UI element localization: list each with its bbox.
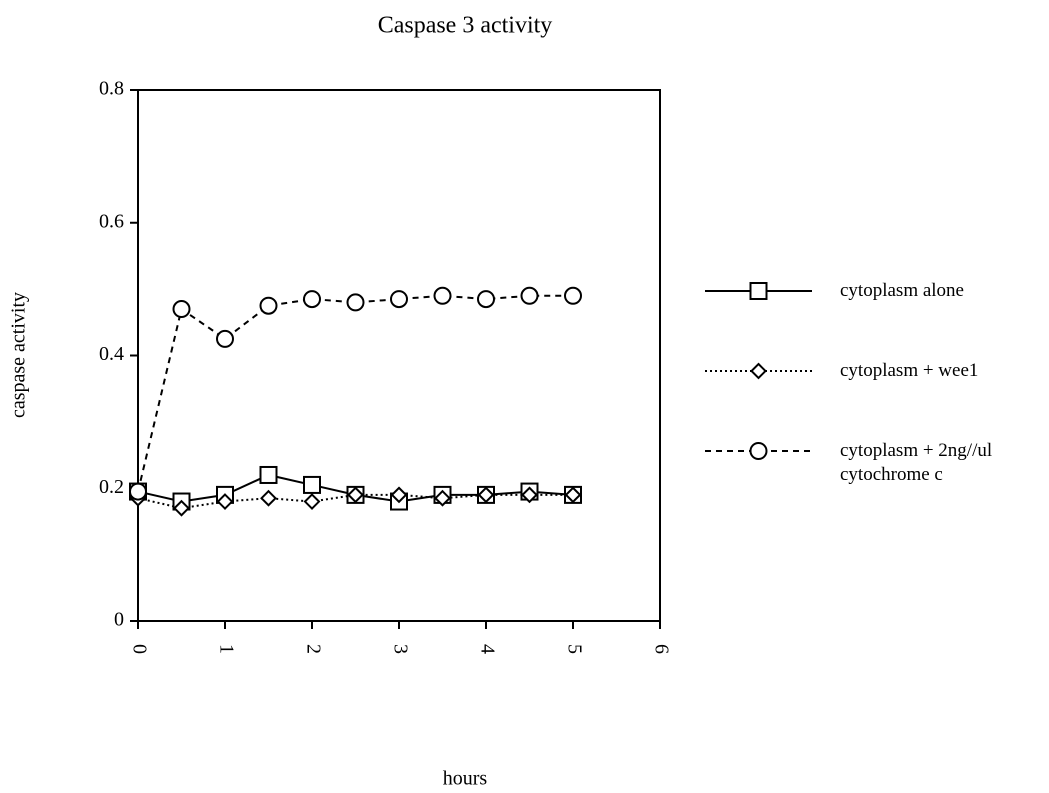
marker-circle: [564, 286, 582, 305]
marker-diamond: [303, 493, 321, 510]
plot-frame: [137, 89, 661, 622]
y-tick-label: 0.2: [99, 476, 124, 498]
legend-label: cytoplasm alone: [840, 280, 964, 301]
marker-diamond: [347, 486, 364, 504]
legend-label: cytoplasm + 2ng//ul cytochrome c: [840, 440, 993, 485]
marker-diamond: [216, 493, 234, 510]
marker-circle: [172, 300, 191, 319]
marker-diamond: [750, 362, 767, 380]
marker-circle: [433, 286, 452, 305]
marker-diamond: [477, 486, 495, 504]
y-tick-label: 0.6: [99, 210, 124, 232]
marker-square: [749, 282, 768, 300]
y-tick-label: 0.8: [99, 78, 124, 100]
marker-diamond: [173, 499, 190, 517]
x-tick-label: 0: [128, 644, 150, 654]
marker-circle: [477, 290, 495, 309]
marker-diamond: [521, 486, 538, 504]
x-axis-label: hours: [443, 768, 488, 790]
marker-circle: [520, 286, 539, 305]
y-axis-label: caspase activity: [8, 292, 30, 418]
y-tick-label: 0.4: [99, 343, 124, 365]
marker-diamond: [260, 489, 277, 507]
x-tick-label: 3: [389, 644, 411, 654]
chart-title: Caspase 3 activity: [378, 13, 553, 39]
marker-diamond: [564, 486, 582, 504]
marker-circle: [303, 290, 321, 309]
x-tick-label: 6: [650, 644, 672, 654]
x-tick-label: 5: [563, 644, 585, 654]
marker-square: [259, 465, 278, 484]
legend-label: cytoplasm + wee1: [840, 360, 979, 381]
marker-circle: [216, 329, 234, 348]
x-tick-label: 4: [476, 644, 498, 654]
marker-square: [303, 475, 321, 494]
marker-diamond: [390, 486, 408, 504]
marker-circle: [129, 482, 147, 501]
marker-circle: [346, 293, 365, 312]
marker-circle: [749, 442, 768, 460]
series-line: [137, 493, 573, 510]
x-tick-label: 2: [302, 644, 324, 654]
series-line: [137, 294, 573, 492]
marker-circle: [390, 290, 408, 309]
x-tick-label: 1: [215, 644, 237, 654]
y-tick-label: 0: [114, 609, 124, 631]
marker-diamond: [434, 489, 451, 507]
marker-circle: [259, 296, 278, 315]
